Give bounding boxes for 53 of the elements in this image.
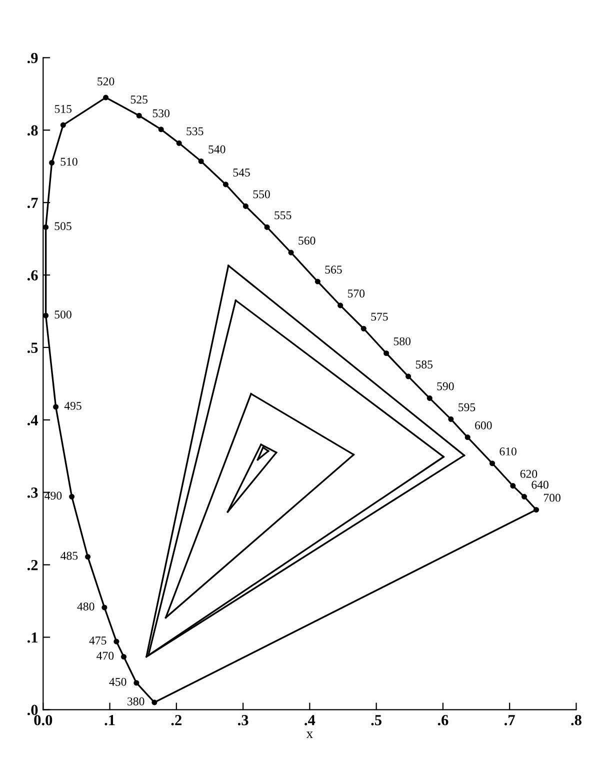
annotation: 600: [475, 421, 492, 430]
y-tick-label: .9: [27, 52, 38, 64]
annotation: 640: [532, 480, 548, 489]
annotation: 545: [233, 168, 250, 177]
annotation: 580: [394, 337, 411, 346]
annotation: 500: [54, 310, 72, 319]
annotation: 575: [371, 312, 388, 321]
annotation: 495: [64, 402, 82, 410]
annotation: 470: [96, 652, 114, 660]
y-tick-label: .7: [27, 198, 38, 208]
annotation: 510: [60, 158, 78, 166]
annotation: 475: [89, 636, 106, 645]
x-tick-label: .1: [104, 715, 115, 726]
annotation: 515: [54, 105, 72, 113]
y-tick-label: .6: [27, 270, 38, 281]
annotation: 585: [416, 360, 432, 368]
annotation: 480: [77, 602, 94, 610]
x-tick-label: .6: [438, 715, 448, 726]
annotation: 610: [500, 447, 516, 456]
y-tick-label: .8: [27, 125, 38, 136]
annotation: 525: [130, 96, 148, 104]
annotation: 570: [348, 290, 365, 298]
annotation: 505: [54, 222, 72, 230]
x-tick-label: .3: [238, 715, 248, 726]
annotation: 540: [208, 145, 226, 154]
y-tick-label: .2: [27, 560, 38, 570]
annotation: 620: [520, 470, 538, 478]
y-tick-label: .3: [27, 488, 38, 498]
x-tick-label: .8: [571, 714, 582, 726]
y-tick-label: .1: [27, 632, 38, 643]
annotation: 535: [186, 127, 204, 136]
annotation: 530: [152, 109, 170, 118]
annotation: 380: [128, 697, 144, 706]
x-tick-label: .7: [504, 715, 515, 726]
annotation: 490: [44, 492, 62, 500]
annotation: 450: [109, 678, 126, 686]
annotation: 590: [437, 382, 454, 390]
annotation: 700: [544, 494, 560, 502]
x-axis-title: x: [306, 732, 313, 738]
y-tick-label: .5: [27, 342, 38, 353]
x-tick-label: .2: [171, 715, 182, 726]
annotation: 560: [298, 236, 316, 245]
x-tick-label: 0.0: [34, 714, 52, 726]
x-tick-label: .4: [304, 715, 316, 726]
annotation: 555: [274, 211, 292, 220]
annotation: 550: [253, 190, 270, 198]
annotation: 520: [98, 77, 114, 86]
y-tick-label: .0: [27, 704, 38, 716]
annotation: 485: [60, 552, 78, 560]
annotation: 595: [458, 403, 476, 412]
y-tick-label: .4: [27, 415, 38, 426]
x-tick-label: .5: [371, 715, 382, 726]
annotation: 565: [325, 266, 342, 274]
